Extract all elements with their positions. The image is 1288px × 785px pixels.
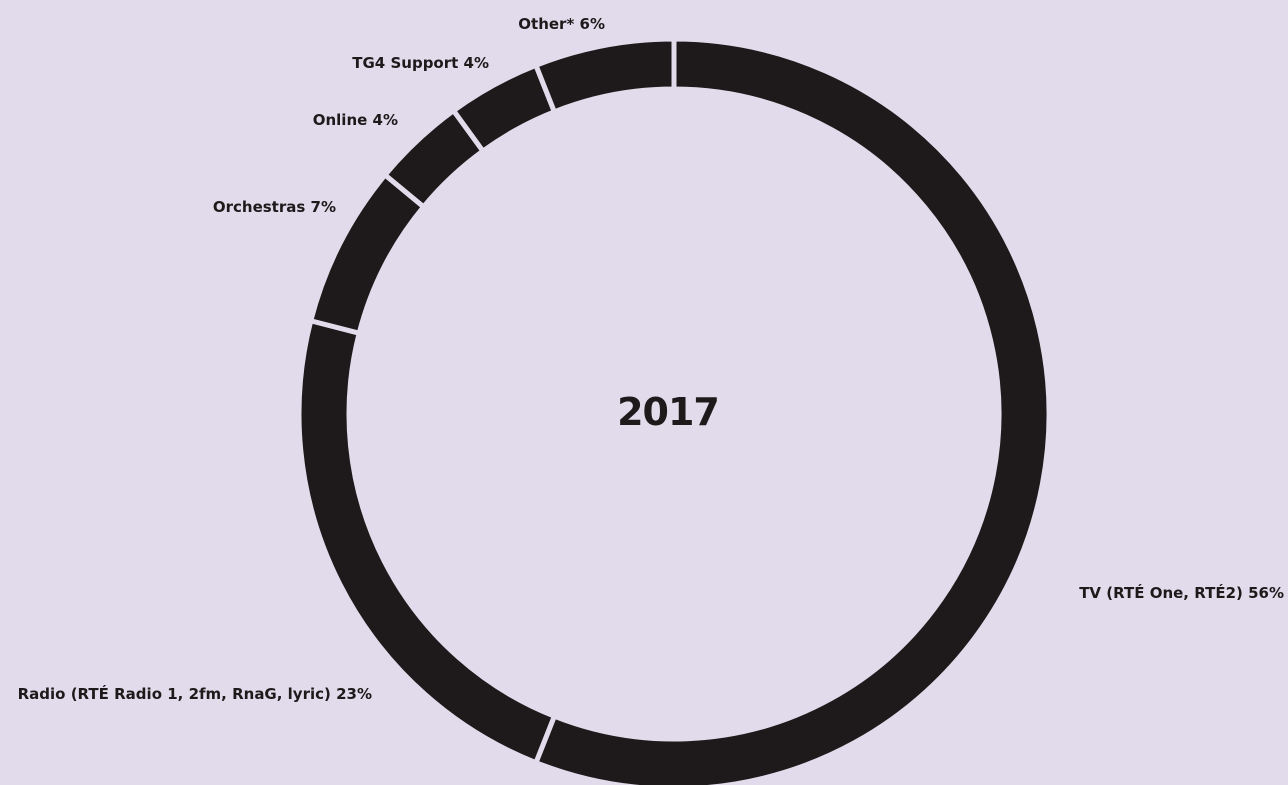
center-year-label: 2017 — [617, 390, 719, 434]
slice-label-radio: Radio (RTÉ Radio 1, 2fm, RnaG, lyric) 23… — [18, 684, 372, 703]
slice-label-orchestras: Orchestras 7% — [213, 198, 336, 216]
slice-tv-rt-one-rt-2 — [532, 36, 1052, 785]
donut-slices — [296, 36, 1052, 785]
slice-label-other: Other* 6% — [518, 15, 605, 33]
slice-label-tv: TV (RTÉ One, RTÉ2) 56% — [1079, 583, 1284, 602]
slice-other — [532, 36, 677, 116]
slice-label-online: Online 4% — [313, 111, 398, 129]
slice-label-tg4-support: TG4 Support 4% — [352, 54, 489, 72]
